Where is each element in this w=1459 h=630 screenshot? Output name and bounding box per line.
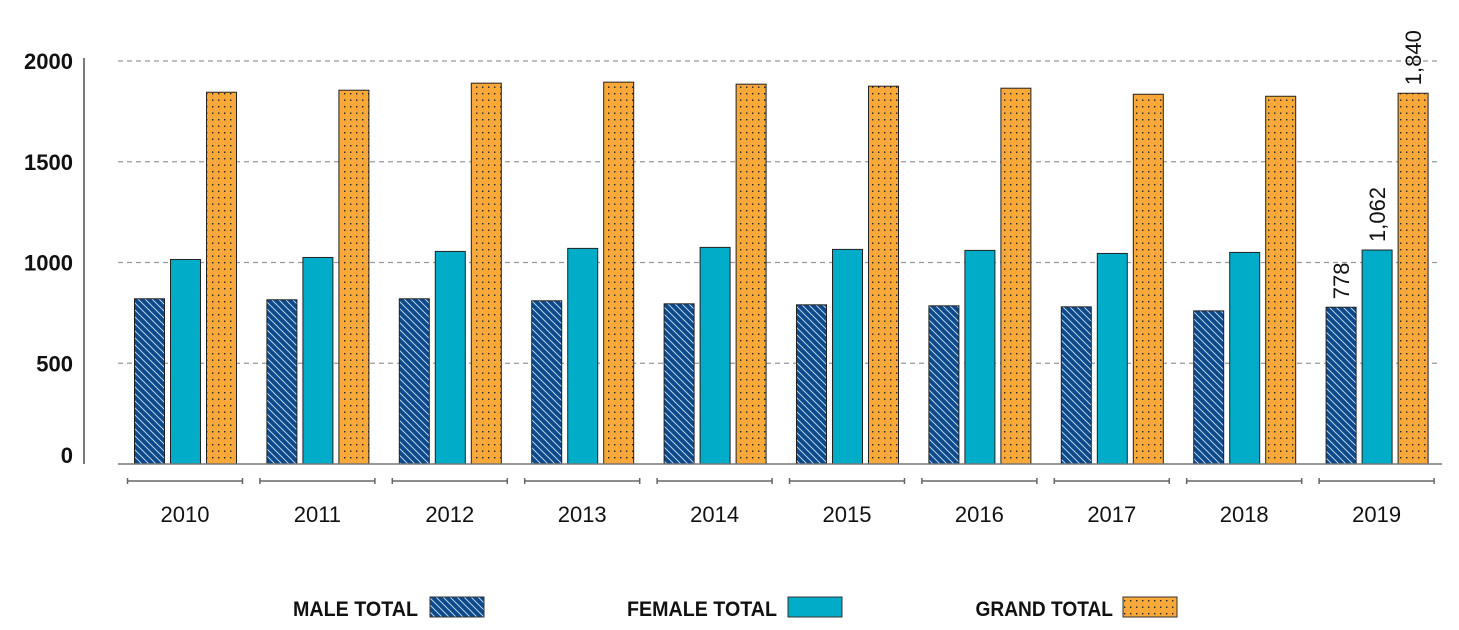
bar-male-total-2011 [266, 299, 298, 465]
data-label: 1,840 [1401, 30, 1426, 85]
bar-grand-total-2015 [868, 85, 899, 465]
x-tick-label: 2017 [1087, 502, 1136, 527]
bar-grand-total-2013 [603, 81, 635, 465]
bar-male-total-2015 [796, 304, 827, 465]
x-category-bracket [1053, 478, 1171, 484]
bar-female-total-2012 [434, 250, 466, 465]
bar-male-total-2019 [1325, 306, 1357, 465]
y-tick-label: 0 [61, 443, 73, 468]
legend-item-male-total: MALE TOTAL [293, 596, 485, 621]
legend-label: GRAND TOTAL [976, 598, 1114, 621]
legend-swatch [787, 596, 843, 618]
bar-female-total-2013 [567, 247, 599, 465]
bar-male-total-2016 [928, 305, 960, 465]
x-category-bracket [1185, 478, 1303, 484]
bar-female-total-2011 [302, 256, 334, 465]
y-tick-label: 2000 [24, 49, 73, 74]
x-axis: 2010 2011 2012 2013 2014 2015 2016 2017 2018 2019 [118, 463, 1442, 527]
bar-female-total-2015 [832, 248, 863, 465]
bar-grand-total-2017 [1132, 93, 1164, 465]
x-category-bracket [126, 478, 244, 484]
bar-male-total-2013 [531, 300, 563, 465]
legend-label: MALE TOTAL [293, 598, 418, 621]
legend-item-female-total: FEMALE TOTAL [627, 596, 843, 621]
x-tick-label: 2013 [558, 502, 607, 527]
x-tick-label: 2014 [690, 502, 739, 527]
bar-grand-total-2011 [338, 89, 370, 465]
bar-grand-total-2014 [735, 83, 767, 465]
bar-grand-total-2019 [1397, 92, 1429, 465]
x-tick-label: 2018 [1220, 502, 1269, 527]
x-tick-label: 2010 [161, 502, 210, 527]
legend-swatch [1122, 596, 1178, 618]
data-label: 1,062 [1365, 187, 1390, 242]
data-label: 778 [1329, 263, 1354, 300]
x-category-bracket [523, 478, 641, 484]
y-axis: 0 500 1000 1500 2000 [24, 49, 85, 468]
bar-female-total-2019 [1361, 249, 1393, 465]
bar-grand-total-2018 [1265, 95, 1297, 465]
bar-male-total-2010 [134, 298, 165, 465]
bar-male-total-2014 [663, 303, 695, 465]
bar-male-total-2017 [1060, 306, 1092, 465]
x-tick-label: 2015 [823, 502, 872, 527]
x-tick-label: 2019 [1352, 502, 1401, 527]
x-category-bracket [921, 478, 1038, 484]
bar-grand-total-2012 [470, 82, 502, 465]
bar-male-total-2018 [1193, 310, 1225, 465]
x-category-bracket [656, 478, 773, 484]
bar-grand-total-2010 [206, 91, 237, 465]
x-category-bracket [391, 478, 509, 484]
x-category-bracket [788, 478, 906, 484]
legend-label: FEMALE TOTAL [627, 598, 777, 621]
legend-swatch [429, 596, 485, 618]
bars [134, 81, 1429, 465]
bar-grand-total-2016 [1000, 87, 1032, 465]
x-category-bracket [1318, 478, 1435, 484]
bar-female-total-2016 [964, 249, 996, 465]
bar-female-total-2017 [1096, 252, 1128, 465]
x-tick-label: 2012 [425, 502, 474, 527]
bar-female-total-2018 [1229, 251, 1261, 465]
bar-female-total-2014 [699, 246, 731, 465]
bar-female-total-2010 [170, 258, 201, 465]
x-tick-label: 2011 [294, 502, 341, 527]
y-tick-label: 1000 [24, 251, 73, 276]
legend-item-grand-total: GRAND TOTAL [976, 596, 1178, 621]
x-tick-label: 2016 [955, 502, 1004, 527]
x-category-bracket [259, 478, 376, 484]
bar-male-total-2012 [398, 298, 430, 465]
y-tick-label: 500 [36, 351, 73, 376]
data-labels: 778 1,062 1,840 [1329, 30, 1426, 299]
y-tick-label: 1500 [24, 150, 73, 175]
legend: MALE TOTAL FEMALE TOTAL GRAND TOTAL [293, 596, 1178, 621]
